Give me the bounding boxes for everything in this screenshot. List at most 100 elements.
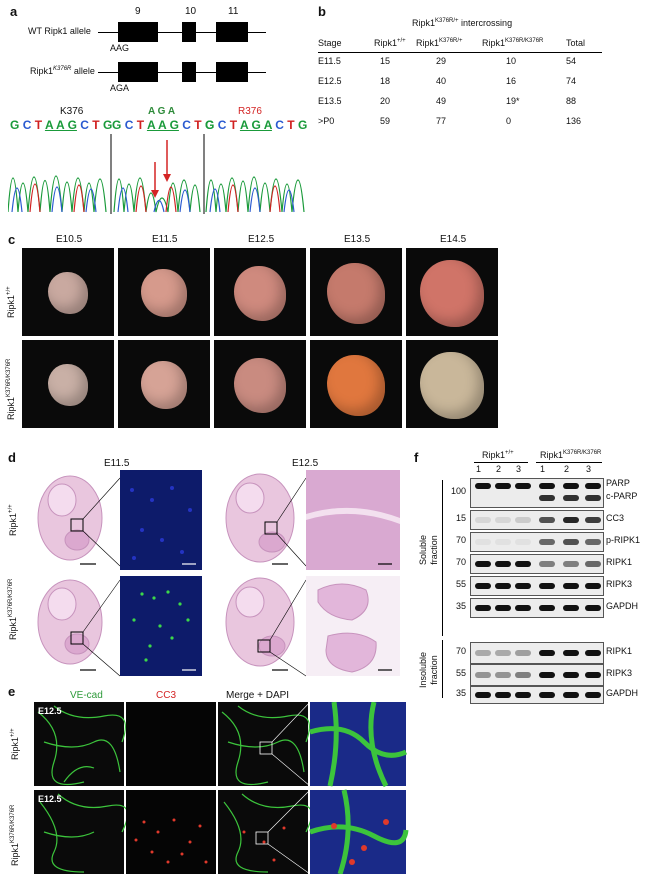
blot-band	[585, 495, 601, 501]
wt-codon: AAG	[110, 43, 130, 53]
blot-band	[585, 605, 601, 611]
whole-mount-immunofluorescence: E12.5 E12.5	[34, 702, 409, 874]
he-zoom-wt-e12	[306, 470, 400, 570]
stage-label: E10.5	[56, 234, 83, 245]
panel-e-label: e	[8, 684, 16, 699]
blot-band	[475, 672, 491, 678]
embryo	[48, 364, 88, 406]
blot-band	[495, 605, 511, 611]
mut-exon-9	[118, 62, 158, 82]
blot-strip	[470, 510, 604, 530]
blot-band	[563, 583, 579, 589]
he-section-mut-e12	[225, 577, 307, 677]
wt-allele-label: WT Ripk1 allele	[28, 26, 91, 36]
embryo-photo-mut	[22, 340, 114, 428]
blot-band	[585, 539, 601, 545]
blot-band	[475, 483, 491, 489]
lane-number: 3	[586, 464, 592, 474]
table-cell-wt: 18	[380, 76, 391, 86]
embryo-photo-wt	[214, 248, 306, 336]
table-rule	[318, 52, 602, 53]
embryo-photo-mut	[214, 340, 306, 428]
table-cell-stage: E12.5	[318, 76, 342, 86]
table-cell-hom: 19*	[506, 96, 520, 106]
blot-band	[495, 650, 511, 656]
blot-band	[539, 539, 555, 545]
blot-label: PARP	[606, 478, 630, 488]
blot-band	[495, 561, 511, 567]
panel-d-row1-genotype: Ripk1+/+	[8, 504, 18, 536]
sequence-het: G C T A A G C T G	[112, 118, 215, 132]
soluble-fraction-label: Soluble fraction	[418, 534, 439, 566]
site-label-k376: K376	[60, 106, 84, 117]
embryo-photo-mut	[310, 340, 402, 428]
insoluble-fraction-label: Insoluble fraction	[418, 651, 439, 689]
blot-band	[585, 692, 601, 698]
table-cell-wt: 15	[380, 56, 391, 66]
mut-codon: AGA	[110, 83, 130, 93]
blot-band	[495, 539, 511, 545]
histology-panels	[37, 470, 400, 677]
blot-label: GAPDH	[606, 601, 639, 611]
blot-strip	[470, 598, 604, 618]
header-het: Ripk1K376R/+	[416, 38, 463, 48]
blot-band	[539, 483, 555, 489]
blot-band	[475, 650, 491, 656]
panel-c-row2-genotype: Ripk1K376R/K376R	[6, 358, 16, 420]
table-cell-het: 40	[436, 76, 447, 86]
mw-marker: 35	[455, 601, 466, 611]
blot-band	[539, 583, 555, 589]
table-title: Ripk1K376R/+ intercrossing	[412, 18, 513, 28]
blot-band	[495, 583, 511, 589]
mw-marker: 55	[455, 668, 466, 678]
embryo	[420, 352, 484, 420]
lane-number: 1	[540, 464, 546, 474]
table-cell-total: 54	[566, 56, 577, 66]
blot-group-wt-rule	[474, 462, 528, 463]
blot-band	[563, 495, 579, 501]
embryo	[234, 358, 286, 413]
embryo	[141, 361, 187, 410]
blot-strip	[470, 532, 604, 552]
blot-band	[585, 672, 601, 678]
blot-band	[515, 583, 531, 589]
table-cell-wt: 59	[380, 116, 391, 126]
col-label-merge: Merge + DAPI	[226, 690, 290, 701]
blot-band	[563, 692, 579, 698]
blot-band	[539, 650, 555, 656]
embryo	[420, 260, 484, 328]
blot-band	[563, 672, 579, 678]
mw-marker: 70	[455, 646, 466, 656]
blot-strip	[470, 686, 604, 704]
blot-strip	[470, 478, 604, 508]
blot-strip	[470, 642, 604, 664]
panel-e-row1-genotype: Ripk1+/+	[10, 728, 20, 760]
stage-label: E12.5	[248, 234, 275, 245]
lane-number: 3	[516, 464, 522, 474]
wt-exon-10	[182, 22, 196, 42]
embryo	[141, 269, 187, 318]
embryo-photo-wt	[118, 248, 210, 336]
header-stage: Stage	[318, 38, 342, 48]
blot-band	[515, 605, 531, 611]
mw-marker: 35	[455, 688, 466, 698]
mut-allele-label: Ripk1K376R allele	[30, 66, 95, 76]
header-wt: Ripk1+/+	[374, 38, 406, 48]
blot-band	[515, 650, 531, 656]
blot-band	[563, 483, 579, 489]
blot-strip	[470, 576, 604, 596]
blot-strip	[470, 664, 604, 686]
table-cell-hom: 16	[506, 76, 517, 86]
he-section-mut-e11	[37, 579, 121, 677]
blot-group-wt: Ripk1+/+	[482, 450, 514, 460]
genotype-table-header: Stage Ripk1+/+ Ripk1K376R/+ Ripk1K376R/K…	[318, 28, 602, 52]
mw-marker: 70	[455, 557, 466, 567]
embryo-photo-mut	[118, 340, 210, 428]
wt-exon-9	[118, 22, 158, 42]
blot-band	[563, 517, 579, 523]
sequence-mut: G C T A G A C T G	[205, 118, 308, 132]
embryo-photo-grid	[22, 248, 500, 428]
blot-band	[515, 692, 531, 698]
soluble-bracket	[442, 480, 443, 636]
blot-band	[475, 583, 491, 589]
